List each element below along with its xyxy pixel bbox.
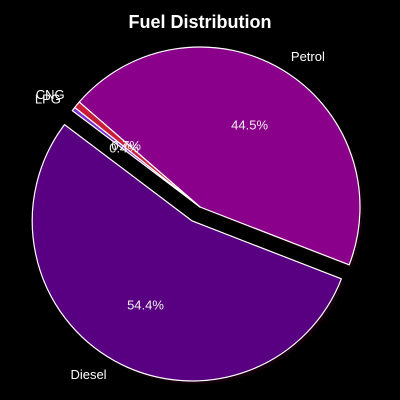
- chart-title: Fuel Distribution: [129, 12, 272, 32]
- slice-label-diesel: Diesel: [70, 367, 106, 382]
- pct-label-petrol: 44.5%: [231, 117, 268, 132]
- slice-label-lpg: LPG: [35, 92, 61, 107]
- slice-labels: Petrol 44.5% Diesel 54.4% LPG 0.4% CNG 0.7%: [35, 49, 325, 382]
- slice-diesel: [31, 124, 342, 382]
- pie-slices: [31, 46, 361, 382]
- slice-label-cng: CNG: [36, 87, 65, 102]
- pct-label-diesel: 54.4%: [127, 297, 164, 312]
- slice-petrol: [78, 46, 361, 266]
- pct-label-lpg: 0.4%: [109, 141, 139, 156]
- pct-label-cng: 0.7%: [111, 138, 141, 153]
- slice-cng: [74, 101, 201, 208]
- slice-label-petrol: Petrol: [291, 49, 325, 64]
